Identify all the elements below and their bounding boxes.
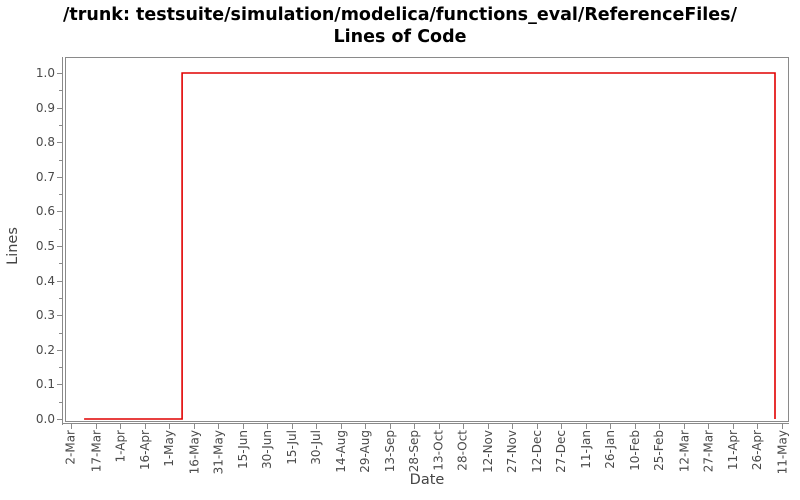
y-tick-label: 0.4 (35, 273, 55, 288)
plot-area (65, 57, 789, 422)
x-axis-title: Date (409, 472, 445, 488)
x-major-tick (512, 423, 513, 429)
y-major-tick (57, 73, 62, 74)
x-major-tick (120, 423, 121, 429)
x-major-tick (71, 423, 72, 429)
y-major-tick (57, 107, 62, 109)
y-tick-label: 0.7 (35, 169, 55, 184)
x-major-tick (561, 423, 562, 429)
y-major-tick (57, 419, 62, 420)
y-minor-tick (59, 90, 62, 92)
y-major-tick (57, 176, 62, 178)
y-minor-tick (59, 159, 62, 161)
y-tick-label: 0.9 (35, 100, 55, 115)
y-tick-label: 0.3 (35, 308, 55, 323)
x-major-tick (438, 423, 440, 429)
x-major-tick (340, 423, 342, 429)
y-minor-tick (59, 401, 62, 403)
y-tick-label: 0.0 (35, 412, 55, 426)
y-tick-label: 0.1 (35, 377, 55, 392)
x-major-tick (414, 423, 415, 429)
y-tick-label: 1.0 (35, 66, 55, 80)
y-minor-tick (59, 228, 62, 230)
y-minor-tick (59, 297, 62, 299)
chart-title: /trunk: testsuite/simulation/modelica/fu… (0, 4, 800, 48)
x-major-tick (144, 423, 146, 429)
chart-title-line2: Lines of Code (333, 27, 467, 47)
y-minor-tick (59, 194, 62, 196)
chart-title-line1: /trunk: testsuite/simulation/modelica/fu… (63, 5, 737, 25)
y-minor-tick (59, 367, 62, 369)
x-major-tick (95, 423, 97, 429)
x-major-tick (585, 423, 587, 429)
y-minor-tick (59, 263, 62, 265)
x-major-tick (659, 423, 660, 429)
x-major-tick (218, 423, 219, 429)
y-major-tick (57, 280, 62, 282)
x-major-tick (536, 423, 538, 429)
x-major-tick (610, 423, 611, 429)
y-major-tick (57, 315, 62, 317)
x-major-tick (316, 423, 317, 429)
x-major-tick (365, 423, 366, 429)
x-major-tick (708, 423, 709, 429)
y-tick-label: 0.8 (35, 135, 55, 150)
x-major-tick (389, 423, 391, 429)
y-major-tick (57, 142, 62, 144)
y-minor-tick (59, 332, 62, 334)
x-major-tick (487, 423, 489, 429)
x-axis-line (62, 423, 789, 424)
y-axis-title: Lines (5, 227, 21, 265)
x-major-tick (463, 423, 464, 429)
loc-series-line (84, 72, 776, 420)
y-minor-tick (59, 124, 62, 126)
x-major-tick (634, 423, 636, 429)
x-major-tick (683, 423, 685, 429)
y-tick-label: 0.2 (35, 342, 55, 357)
x-major-tick (291, 423, 293, 429)
y-major-tick (57, 349, 62, 351)
x-major-tick (757, 423, 758, 429)
y-axis-line (62, 57, 63, 425)
x-major-tick (193, 423, 195, 429)
y-major-tick (57, 246, 62, 247)
y-major-tick (57, 384, 62, 386)
x-major-tick (732, 423, 734, 429)
x-major-tick (267, 423, 268, 429)
x-major-tick (781, 423, 783, 429)
y-tick-label: 0.5 (35, 239, 55, 253)
y-major-tick (57, 211, 62, 213)
x-major-tick (169, 423, 170, 429)
x-major-tick (242, 423, 244, 429)
y-tick-label: 0.6 (35, 204, 55, 219)
